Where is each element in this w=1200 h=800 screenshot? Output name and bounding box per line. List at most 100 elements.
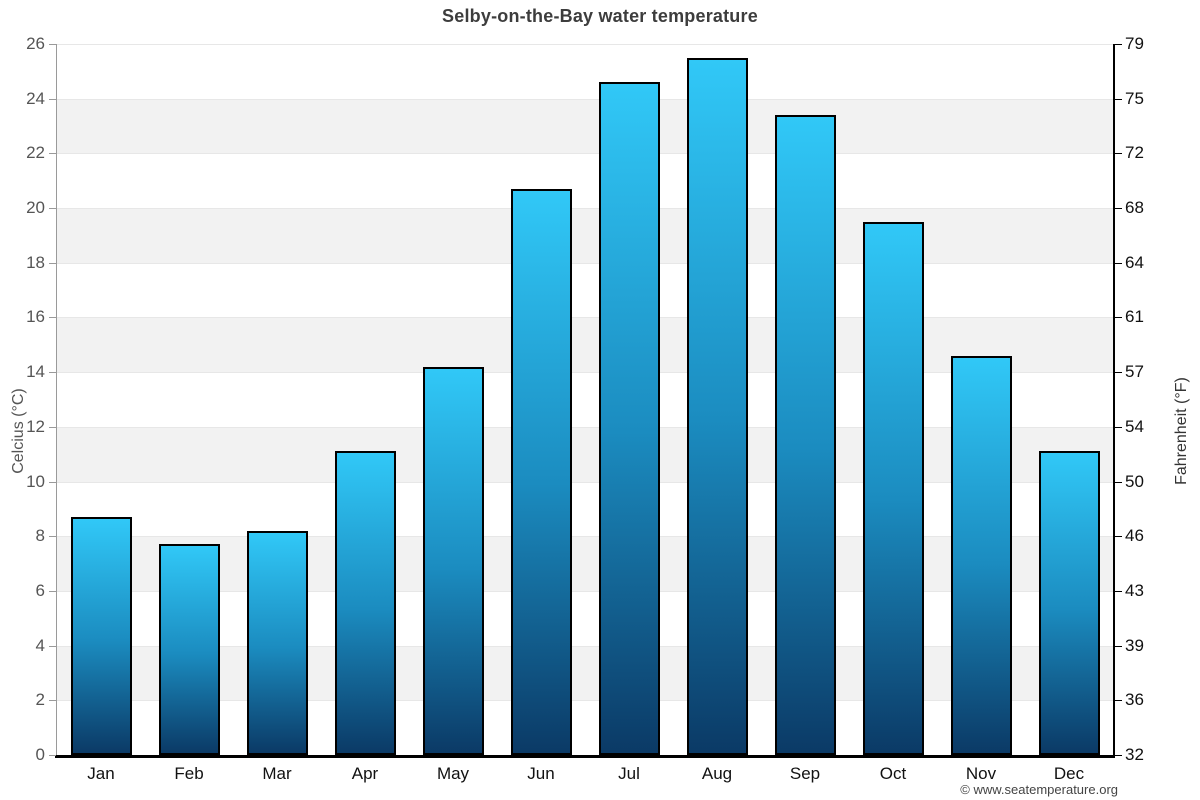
right-tick-mark	[1115, 262, 1122, 264]
x-axis-label-jun: Jun	[527, 764, 555, 783]
celsius-tick-20: 20	[26, 198, 45, 218]
fahrenheit-tick-79: 79	[1125, 34, 1144, 53]
left-tick-mark	[49, 755, 56, 756]
x-axis-label-jan: Jan	[87, 764, 115, 783]
grid-band	[57, 426, 1113, 482]
fahrenheit-tick-46: 46	[1125, 526, 1144, 546]
left-tick-mark	[49, 208, 56, 210]
x-axis-label-aug: Aug	[701, 764, 733, 783]
left-tick-mark	[49, 44, 56, 45]
celsius-tick-18: 18	[26, 252, 45, 272]
fahrenheit-tick-54: 54	[1125, 416, 1144, 436]
x-axis-label-mar: Mar	[262, 764, 292, 783]
x-axis-label-apr: Apr	[351, 764, 379, 783]
x-axis-label-nov: Nov	[965, 764, 997, 783]
left-tick-mark	[49, 98, 56, 100]
bar-jun[interactable]	[510, 189, 572, 755]
left-tick-mark	[49, 153, 56, 155]
bar-jan[interactable]	[70, 517, 132, 755]
left-tick-mark	[49, 645, 56, 647]
left-tick-mark	[49, 700, 56, 702]
left-tick-mark	[49, 262, 56, 264]
bar-may[interactable]	[422, 367, 484, 755]
fahrenheit-tick-57: 57	[1125, 362, 1144, 382]
right-tick-mark	[1115, 755, 1122, 756]
grid-band	[57, 700, 1113, 755]
fahrenheit-tick-61: 61	[1125, 307, 1144, 327]
grid-band	[57, 536, 1113, 591]
fahrenheit-tick-36: 36	[1125, 690, 1144, 710]
x-axis-label-jul: Jul	[618, 764, 640, 783]
grid-band	[57, 44, 1113, 99]
fahrenheit-tick-64: 64	[1125, 252, 1144, 272]
right-tick-mark	[1115, 645, 1122, 647]
grid-band	[57, 208, 1113, 263]
bar-sep[interactable]	[774, 115, 836, 755]
right-tick-mark	[1115, 481, 1122, 483]
right-tick-mark	[1115, 590, 1122, 592]
fahrenheit-tick-75: 75	[1125, 88, 1144, 108]
grid-band	[57, 372, 1113, 427]
celsius-tick-26: 26	[26, 34, 45, 53]
celsius-tick-6: 6	[35, 580, 45, 600]
x-axis-label-dec: Dec	[1053, 764, 1085, 783]
right-tick-mark	[1115, 317, 1122, 319]
right-axis-line	[1113, 44, 1115, 755]
x-axis-label-sep: Sep	[789, 764, 821, 783]
fahrenheit-tick-32: 32	[1125, 745, 1144, 764]
x-axis-label-oct: Oct	[879, 764, 907, 783]
celsius-tick-4: 4	[35, 635, 45, 655]
bar-aug[interactable]	[686, 58, 748, 755]
grid-band	[57, 153, 1113, 209]
left-axis-line	[56, 44, 57, 755]
left-tick-mark	[49, 372, 56, 374]
right-tick-mark	[1115, 153, 1122, 155]
celsius-tick-14: 14	[26, 362, 45, 382]
fahrenheit-tick-39: 39	[1125, 635, 1144, 655]
bar-oct[interactable]	[862, 222, 924, 755]
grid-band	[57, 481, 1113, 537]
copyright-text: © www.seatemperature.org	[960, 782, 1118, 797]
bar-mar[interactable]	[246, 531, 308, 755]
fahrenheit-tick-68: 68	[1125, 198, 1144, 218]
celsius-tick-22: 22	[26, 143, 45, 163]
grid-band	[57, 590, 1113, 646]
fahrenheit-tick-43: 43	[1125, 580, 1144, 600]
right-tick-mark	[1115, 372, 1122, 374]
grid-band	[57, 262, 1113, 318]
left-tick-mark	[49, 317, 56, 319]
plot-area	[55, 44, 1115, 758]
celsius-tick-8: 8	[35, 526, 45, 546]
bar-apr[interactable]	[334, 451, 396, 755]
celsius-tick-0: 0	[35, 745, 45, 764]
bar-jul[interactable]	[598, 82, 660, 755]
left-tick-mark	[49, 481, 56, 483]
bar-feb[interactable]	[158, 544, 220, 755]
bar-nov[interactable]	[950, 356, 1012, 755]
celsius-tick-24: 24	[26, 88, 45, 108]
x-axis-label-feb: Feb	[174, 764, 204, 783]
x-axis-label-may: May	[436, 764, 470, 783]
right-tick-mark	[1115, 700, 1122, 702]
celsius-tick-2: 2	[35, 690, 45, 710]
celsius-tick-16: 16	[26, 307, 45, 327]
right-tick-mark	[1115, 208, 1122, 210]
celsius-tick-10: 10	[26, 471, 45, 491]
right-tick-mark	[1115, 536, 1122, 538]
grid-band	[57, 98, 1113, 154]
left-tick-mark	[49, 590, 56, 592]
right-tick-mark	[1115, 426, 1122, 428]
left-tick-mark	[49, 536, 56, 538]
fahrenheit-tick-50: 50	[1125, 471, 1144, 491]
chart-title: Selby-on-the-Bay water temperature	[442, 6, 758, 26]
grid-band	[57, 317, 1113, 373]
x-axis-line	[55, 755, 1115, 758]
left-tick-mark	[49, 426, 56, 428]
right-tick-mark	[1115, 98, 1122, 100]
y-axis-label-fahrenheit: Fahrenheit (°F)	[1173, 377, 1190, 485]
fahrenheit-tick-72: 72	[1125, 143, 1144, 163]
right-tick-mark	[1115, 44, 1122, 45]
grid-band	[57, 645, 1113, 701]
bar-dec[interactable]	[1038, 451, 1100, 755]
